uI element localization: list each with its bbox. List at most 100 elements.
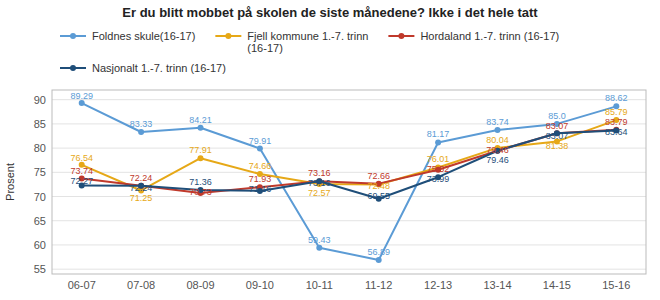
data-label: 81.17 [427,129,450,139]
data-label: 83.33 [130,119,153,129]
data-label: 71.36 [189,177,212,187]
legend-item: Foldnes skule(16-17) [60,30,195,42]
data-label: 80.04 [486,135,509,145]
data-label: 83.07 [546,131,569,141]
series-point [138,129,144,135]
series-point [435,139,441,145]
data-label: 89.29 [70,91,93,101]
data-label: 83.64 [605,127,628,137]
series [79,100,620,263]
series-point [198,155,204,161]
data-label: 84.21 [189,115,212,125]
data-label: 72.24 [130,173,153,183]
legend-label: Foldnes skule(16-17) [92,30,195,42]
data-label: 77.91 [189,145,212,155]
data-label: 76.01 [427,154,450,164]
data-label: 72.66 [367,171,390,181]
data-label: 85.0 [548,111,566,121]
series-line [82,130,617,198]
data-labels: 89.2976.5473.7472.2783.3372.2472.2471.25… [70,91,627,257]
legend-label: Fjell kommune 1.-7. trinn(16-17) [247,30,368,54]
grid-line [52,269,646,270]
data-label: 72.27 [70,176,93,186]
y-tick-label: 80 [34,142,46,154]
data-label: 81.38 [546,141,569,151]
data-label: 56.89 [367,247,390,257]
legend-item: Hordaland 1.-7. trinn (16-17) [388,30,559,42]
data-label: 71.16 [249,184,272,194]
axes: 556065707580859006-0707-0808-0909-1010-1… [34,90,646,291]
y-tick-label: 75 [34,166,46,178]
legend-label: Nasjonalt 1.-7. trinn (16-17) [92,62,226,74]
x-tick-label: 08-09 [186,279,214,291]
legend-label-line: Hordaland 1.-7. trinn (16-17) [420,30,559,42]
x-tick-label: 09-10 [246,279,274,291]
y-tick-label: 85 [34,118,46,130]
series-point [79,100,85,106]
grid-line [52,99,646,100]
legend-label: Hordaland 1.-7. trinn (16-17) [420,30,559,42]
legend-marker [70,33,76,39]
series-point [257,146,263,152]
x-tick-label: 14-15 [543,279,571,291]
title: Er du blitt mobbet på skolen de siste må… [122,5,538,20]
data-label: 71.25 [130,193,153,203]
data-label: 72.24 [130,183,153,193]
legend-item: Fjell kommune 1.-7. trinn(16-17) [215,30,368,54]
legend-label-line: Nasjonalt 1.-7. trinn (16-17) [92,62,226,74]
data-label: 72.57 [308,188,331,198]
data-label: 73.99 [427,174,450,184]
series-line [82,120,617,190]
series [79,127,620,196]
x-tick-label: 13-14 [483,279,511,291]
y-tick-label: 70 [34,191,46,203]
data-label: 73.16 [308,178,331,188]
legend-marker [70,65,76,71]
data-label: 59.43 [308,235,331,245]
data-label: 73.16 [308,168,331,178]
y-axis-label: Prosent [4,163,16,201]
x-tick-label: 06-07 [68,279,96,291]
plot-data [79,100,620,263]
legend-item: Nasjonalt 1.-7. trinn (16-17) [60,62,226,74]
x-tick-label: 10-11 [306,279,333,291]
legend-marker [398,33,404,39]
y-tick-label: 65 [34,215,46,227]
data-label: 79.46 [486,145,509,155]
data-label: 83.07 [546,121,569,131]
series [79,127,620,201]
data-label: 88.62 [605,93,628,103]
x-tick-label: 15-16 [602,279,630,291]
data-label: 79.46 [486,155,509,165]
legend-marker [225,33,231,39]
series [79,117,620,193]
y-tick-label: 55 [34,263,46,275]
plot-frame [52,90,646,274]
x-tick-label: 11-12 [365,279,392,291]
series-point [376,257,382,263]
legend-label-line: Foldnes skule(16-17) [92,30,195,42]
data-label: 83.74 [486,117,509,127]
data-label: 72.48 [367,181,390,191]
series-point [316,245,322,251]
y-tick-label: 90 [34,94,46,106]
series-point [198,125,204,131]
series-point [495,127,501,133]
data-label: 85.79 [605,107,628,117]
data-label: 74.66 [249,161,272,171]
grid-line [52,244,646,245]
data-label: 73.74 [70,166,93,176]
data-label: 79.91 [249,136,272,146]
legend: Foldnes skule(16-17) Fjell kommune 1.-7. … [60,30,559,74]
legend-label-line: (16-17) [247,42,282,54]
x-tick-label: 07-08 [127,279,155,291]
grid-line [52,220,646,221]
x-tick-label: 12-13 [424,279,452,291]
data-label: 83.79 [605,117,628,127]
data-label: 75.52 [427,164,450,174]
data-label: 76.54 [70,153,93,163]
data-label: 69.55 [367,191,390,201]
series-line [82,103,617,260]
data-label: 71.93 [249,174,272,184]
data-label: 70.73 [189,187,212,197]
